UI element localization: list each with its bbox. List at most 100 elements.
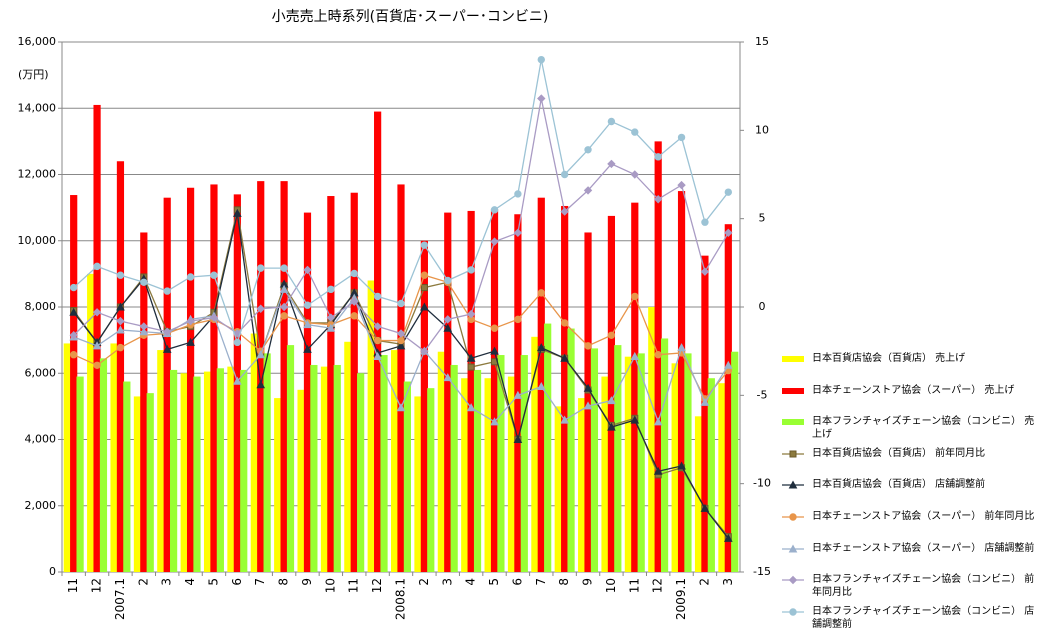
- marker: [420, 302, 429, 311]
- x-tick-label: 12: [651, 578, 665, 593]
- legend-item: 日本フランチャイズチェーン協会（コンビニ） 売上げ: [782, 415, 1044, 447]
- bar: [123, 381, 131, 572]
- marker: [163, 287, 171, 295]
- marker: [396, 403, 406, 412]
- bar: [601, 376, 609, 572]
- chart-title: 小売売上時系列(百貨店･スーパー･コンビニ): [272, 8, 549, 25]
- marker: [537, 289, 545, 297]
- marker: [653, 466, 663, 475]
- marker: [513, 228, 523, 238]
- marker: [466, 353, 476, 362]
- y-unit: (万円): [18, 68, 49, 81]
- marker: [162, 327, 172, 336]
- marker: [490, 237, 499, 246]
- marker: [788, 480, 798, 489]
- bar: [701, 255, 709, 572]
- marker: [583, 383, 593, 392]
- marker: [139, 327, 149, 336]
- legend-item: 日本百貨店協会（百貨店） 売上げ: [782, 352, 1044, 384]
- bar: [87, 273, 95, 572]
- bar: [420, 240, 428, 572]
- bar: [490, 209, 499, 572]
- bar: [391, 350, 399, 572]
- bar: [227, 366, 235, 572]
- marker: [186, 337, 195, 346]
- legend-swatch: [782, 480, 804, 489]
- bar: [694, 416, 703, 572]
- legend-swatch: [782, 544, 804, 553]
- bar: [210, 184, 218, 572]
- x-tick-label: 12: [370, 578, 384, 593]
- legend-swatch: [782, 419, 804, 426]
- bar: [414, 396, 422, 572]
- marker: [700, 397, 710, 406]
- marker: [256, 304, 265, 313]
- marker: [537, 55, 545, 64]
- marker: [514, 190, 522, 198]
- bar: [718, 383, 726, 572]
- legend-item: 日本チェーンストア協会（スーパー） 前年同月比: [782, 510, 1044, 542]
- marker: [303, 344, 312, 353]
- x-tick-label: 8: [557, 578, 571, 586]
- marker: [116, 316, 125, 326]
- bar: [140, 232, 148, 572]
- legend-item: 日本百貨店協会（百貨店） 店舗調整前: [782, 478, 1044, 510]
- marker: [303, 301, 312, 309]
- marker: [560, 207, 569, 216]
- y2-tick-label: 10: [755, 123, 769, 136]
- y-tick-label: 12,000: [18, 168, 57, 181]
- y2-tick-label: -10: [753, 477, 771, 490]
- bar: [286, 345, 295, 572]
- y-tick-label: 4,000: [25, 433, 57, 446]
- marker: [724, 188, 733, 196]
- marker: [326, 323, 336, 332]
- marker: [233, 329, 242, 338]
- marker: [607, 159, 616, 169]
- marker: [653, 195, 663, 204]
- bar: [110, 343, 118, 572]
- marker: [631, 292, 639, 301]
- bar: [497, 355, 505, 572]
- marker: [397, 299, 405, 308]
- legend-swatch: [782, 356, 804, 362]
- swatch: [782, 356, 804, 362]
- marker: [654, 153, 662, 161]
- bar: [437, 351, 445, 572]
- marker: [396, 329, 406, 338]
- bar: [677, 191, 686, 572]
- marker: [789, 450, 797, 458]
- marker: [444, 276, 452, 285]
- legend-item: 日本フランチャイズチェーン協会（コンビニ） 前年同月比: [782, 573, 1044, 605]
- marker: [490, 206, 499, 214]
- x-tick-label: 2007.1: [113, 578, 127, 620]
- bar: [707, 378, 715, 572]
- bar: [484, 378, 492, 572]
- swatch: [782, 387, 804, 394]
- marker: [631, 128, 639, 136]
- bar: [327, 196, 335, 572]
- marker: [490, 324, 499, 332]
- marker: [350, 312, 358, 320]
- marker: [350, 297, 359, 306]
- x-tick-label: 10: [323, 578, 337, 593]
- bar: [240, 369, 248, 572]
- bar: [520, 355, 528, 572]
- x-tick-label: 2: [697, 578, 711, 586]
- x-tick-label: 11: [66, 578, 80, 593]
- y-tick-label: 8,000: [25, 300, 57, 313]
- bar: [367, 280, 375, 572]
- y2-tick-label: 5: [759, 212, 766, 225]
- y-tick-label: 10,000: [18, 234, 57, 247]
- marker: [210, 271, 218, 279]
- y2-tick-label: 0: [759, 300, 766, 313]
- marker: [789, 513, 797, 521]
- marker: [560, 170, 569, 179]
- y2-tick-label: -5: [757, 388, 768, 401]
- marker: [116, 302, 125, 311]
- bar: [473, 369, 482, 572]
- bar: [70, 195, 78, 572]
- marker: [69, 283, 78, 292]
- bar: [578, 398, 586, 572]
